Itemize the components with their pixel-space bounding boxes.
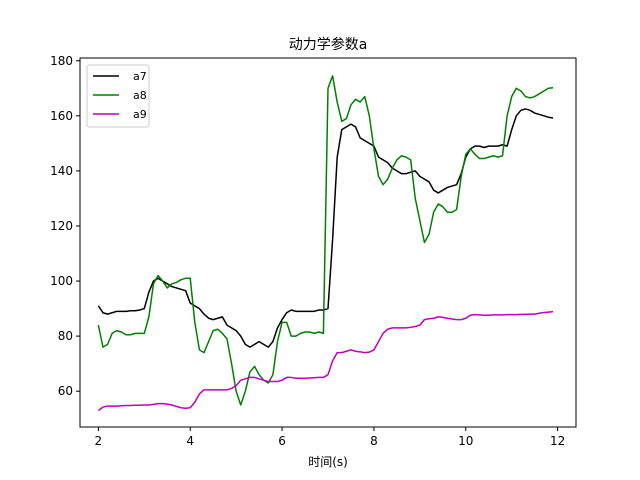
y-tick-label: 100 bbox=[50, 274, 73, 288]
y-tick-label: 80 bbox=[58, 329, 73, 343]
y-tick-label: 140 bbox=[50, 164, 73, 178]
x-axis: 2 4 6 8 10 12 bbox=[95, 427, 565, 448]
x-tick-label: 8 bbox=[370, 434, 378, 448]
series-line-a9 bbox=[97, 310, 554, 412]
legend-label-a8: a8 bbox=[133, 89, 147, 102]
x-tick-label: 10 bbox=[458, 434, 473, 448]
y-tick-label: 180 bbox=[50, 54, 73, 68]
x-tick-label: 2 bbox=[95, 434, 103, 448]
legend-box bbox=[86, 64, 150, 128]
x-tick-label: 12 bbox=[550, 434, 565, 448]
x-tick-label: 4 bbox=[186, 434, 194, 448]
y-axis: 60 80 100 120 140 160 180 bbox=[50, 54, 80, 398]
x-axis-title: 时间(s) bbox=[308, 455, 348, 469]
chart-title: 动力学参数a bbox=[289, 36, 368, 53]
x-tick-label: 6 bbox=[278, 434, 286, 448]
series-lines bbox=[97, 75, 554, 412]
plot-frame bbox=[79, 57, 577, 428]
series-line-a7 bbox=[97, 108, 554, 348]
legend-label-a9: a9 bbox=[133, 108, 147, 121]
y-tick-label: 160 bbox=[50, 109, 73, 123]
legend: a7 a8 a9 bbox=[86, 64, 150, 128]
legend-label-a7: a7 bbox=[133, 70, 147, 83]
y-tick-label: 60 bbox=[58, 384, 73, 398]
series-line-a8 bbox=[97, 75, 554, 406]
y-tick-label: 120 bbox=[50, 219, 73, 233]
